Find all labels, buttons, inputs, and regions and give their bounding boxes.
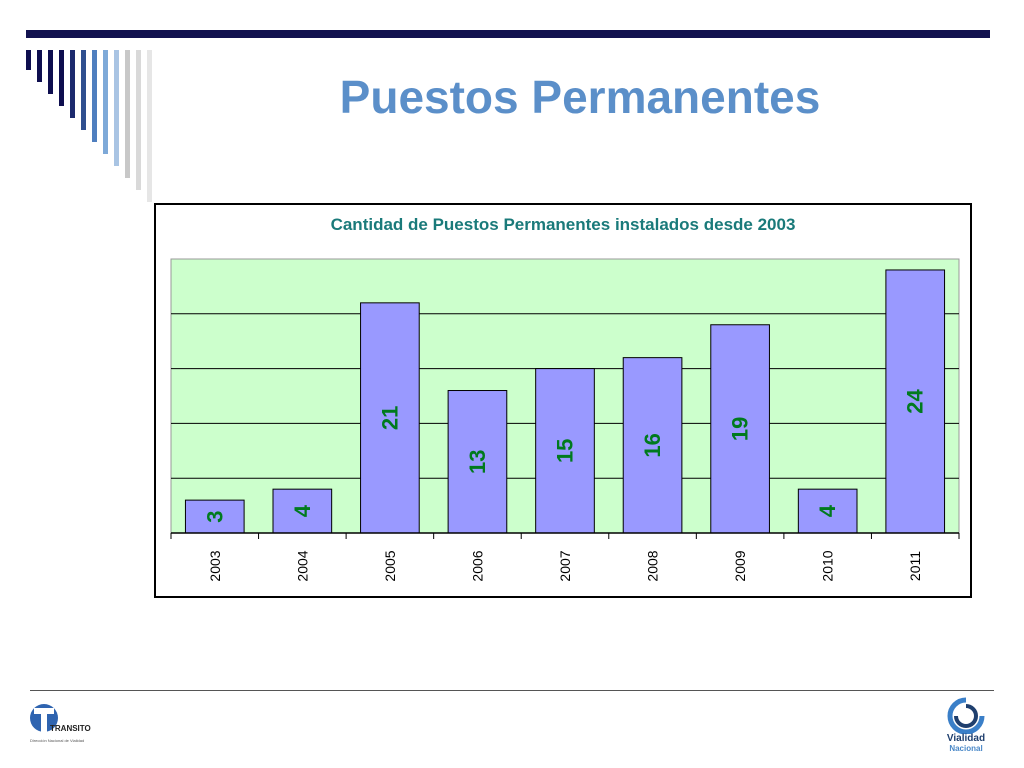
footer-rule: [30, 690, 994, 691]
chart-title: Cantidad de Puestos Permanentes instalad…: [330, 215, 796, 234]
x-tick-label: 2004: [294, 550, 310, 581]
decorative-stripes: [26, 50, 176, 210]
decorative-stripe: [136, 50, 141, 190]
bar: [622, 357, 683, 534]
top-rule: [26, 30, 990, 38]
bar: [535, 368, 595, 534]
bar: [184, 499, 245, 534]
bar-value-label: 16: [640, 433, 665, 457]
decorative-stripe: [70, 50, 75, 118]
decorative-stripe: [92, 50, 97, 142]
decorative-stripe: [103, 50, 108, 154]
transito-logo-subtitle: Dirección Nacional de Vialidad: [30, 738, 85, 743]
bar-value-label: 15: [553, 439, 578, 463]
bar-value-label: 4: [290, 504, 315, 517]
bar: [710, 324, 770, 534]
transito-logo-word: TRANSITO: [50, 724, 91, 733]
bar-value-label: 19: [728, 417, 753, 441]
x-tick-label: 2008: [645, 550, 661, 581]
decorative-stripe: [59, 50, 64, 106]
chart-frame: Cantidad de Puestos Permanentes instalad…: [154, 203, 972, 598]
x-tick-label: 2006: [469, 550, 485, 581]
vialidad-logo: Vialidad Nacional: [938, 696, 994, 754]
bar-chart: 3 2003 4 2004 21 2005 13 2006 15 2007 16 2008 19 2009…: [170, 258, 960, 582]
bar-value-label: 3: [202, 510, 227, 522]
decorative-stripe: [48, 50, 53, 94]
vialidad-logo-icon: [947, 697, 985, 735]
x-tick-label: 2011: [907, 551, 923, 581]
transito-logo-icon: [30, 704, 58, 736]
x-tick-label: 2005: [382, 550, 398, 581]
decorative-stripe: [81, 50, 86, 130]
x-tick-label: 2007: [557, 550, 573, 581]
slide-title: Puestos Permanentes: [339, 71, 821, 123]
x-tick-label: 2009: [732, 550, 748, 581]
bar: [447, 390, 508, 534]
x-tick-label: 2010: [820, 550, 836, 581]
bar: [272, 488, 333, 534]
decorative-stripe: [125, 50, 130, 178]
decorative-stripe: [26, 50, 31, 70]
transito-logo: TRANSITO Dirección Nacional de Vialidad: [28, 700, 91, 746]
vialidad-logo-name: Vialidad: [946, 733, 986, 744]
x-tick-label: 2003: [207, 550, 223, 581]
bar-value-label: 21: [377, 406, 402, 430]
bar: [885, 269, 946, 534]
bar-value-label: 4: [815, 504, 840, 517]
bar-value-label: 13: [465, 450, 490, 474]
vialidad-logo-sub: Nacional: [949, 744, 983, 753]
decorative-stripe: [114, 50, 119, 166]
decorative-stripe: [37, 50, 42, 82]
decorative-stripe: [147, 50, 152, 202]
bar-value-label: 24: [903, 388, 928, 413]
